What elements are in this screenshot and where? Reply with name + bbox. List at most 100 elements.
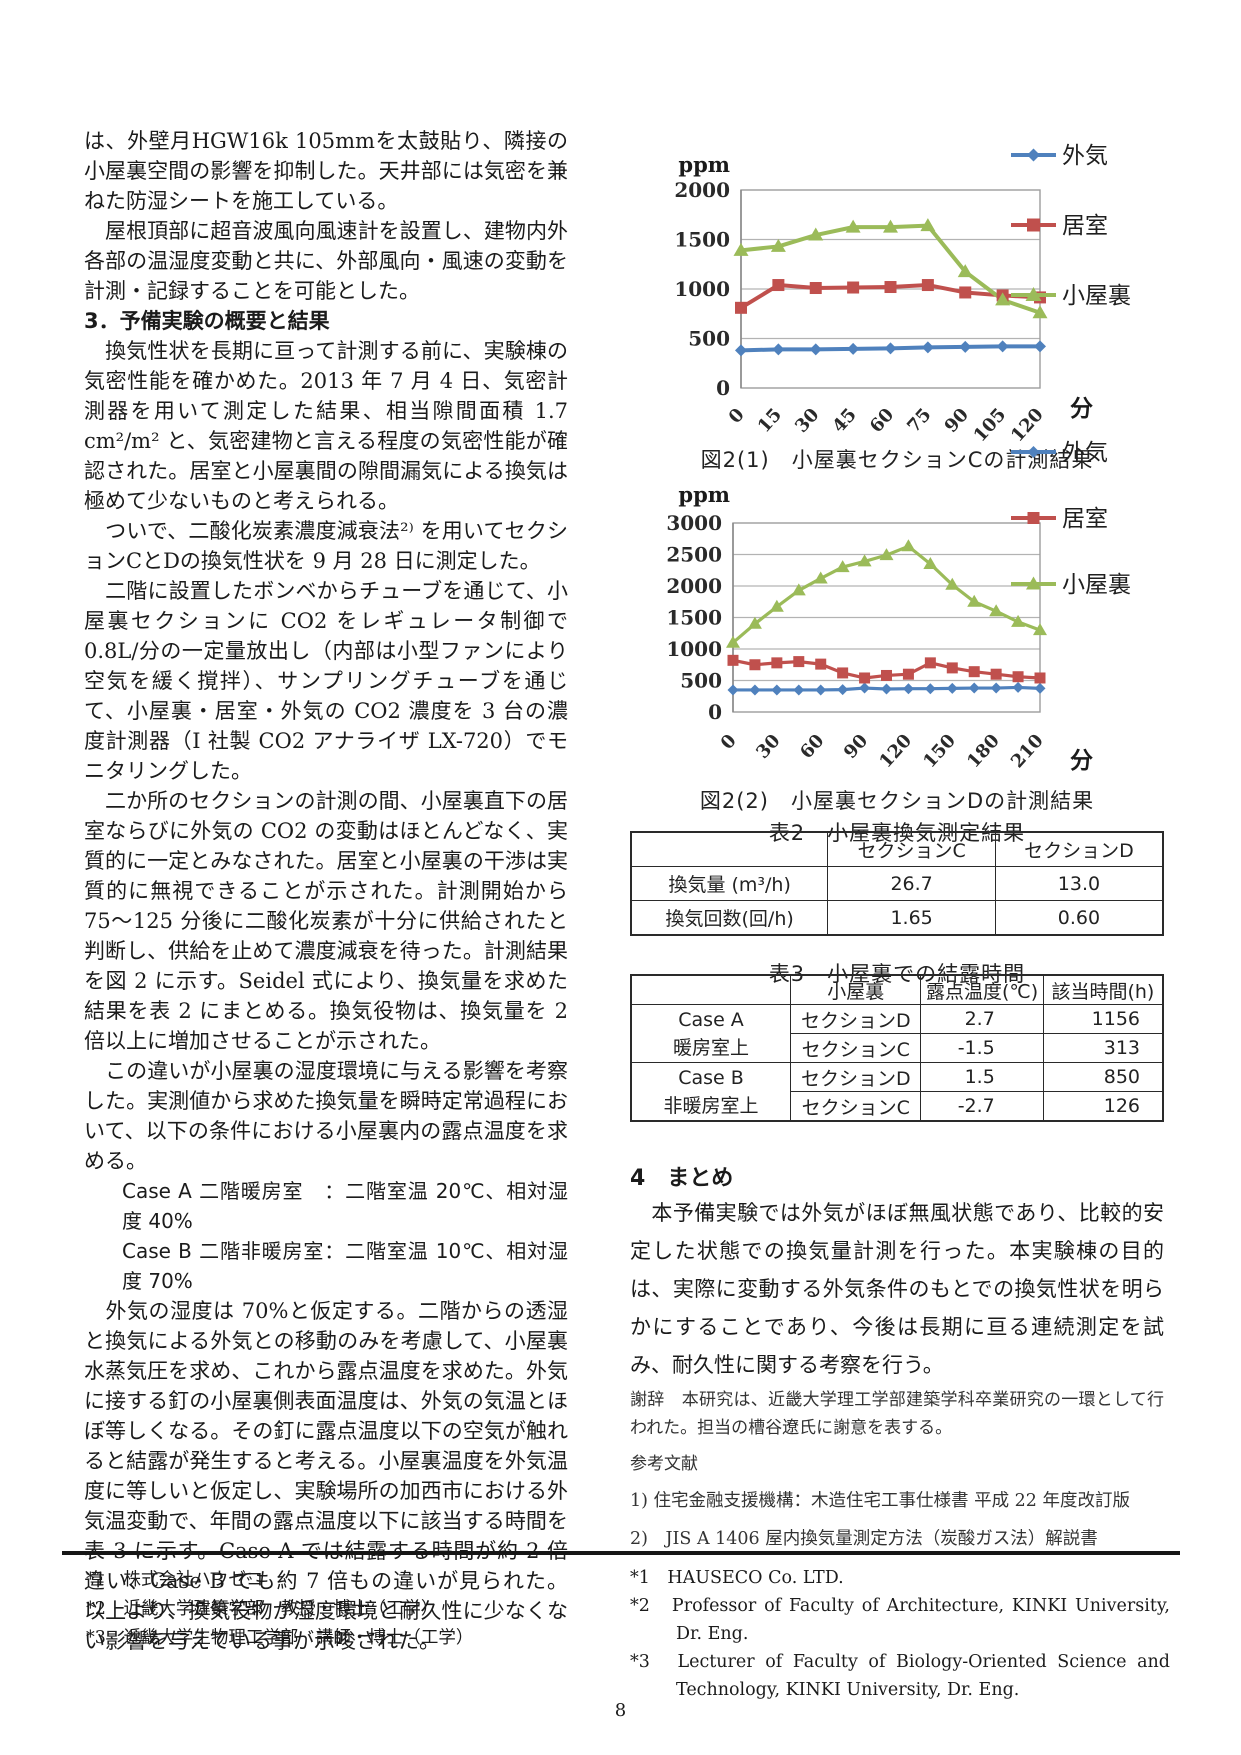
row-label: 換気量 (m³/h): [630, 866, 829, 901]
body-paragraph: 換気性状を長期に亘って計測する前に、実験棟の気密性能を確かめた。2013 年 7…: [84, 339, 568, 513]
case-group-label: Case B 非暖房室上: [630, 1062, 792, 1122]
section-cell: セクションD: [790, 1004, 922, 1034]
svg-text:30: 30: [752, 730, 784, 763]
dew-point-cell: 1.5: [920, 1062, 1044, 1092]
section-cell: セクションD: [790, 1062, 922, 1092]
dew-point-cell: 2.7: [920, 1004, 1044, 1034]
svg-text:ppm: ppm: [678, 482, 730, 507]
svg-text:500: 500: [680, 669, 722, 693]
svg-text:3000: 3000: [666, 511, 722, 535]
svg-text:1500: 1500: [674, 228, 730, 252]
body-paragraph: 屋根頂部に超音波風向風速計を設置し、建物内外各部の温湿度変動と共に、外部風向・風…: [84, 219, 568, 303]
dew-point-cell: -1.5: [920, 1033, 1044, 1063]
reference-1: 1) 住宅金融支援機構：木造住宅工事仕様書 平成 22 年度改訂版: [630, 1491, 1130, 1511]
case-b-condition: Case B 二階非暖房室：二階室温 10℃、相対湿度 70%: [122, 1239, 568, 1293]
figure-2-2-caption: 図2(2) 小屋裏セクションDの計測結果: [699, 789, 1095, 813]
svg-text:外気: 外気: [1062, 440, 1108, 466]
svg-text:60: 60: [796, 730, 828, 763]
svg-text:150: 150: [919, 730, 960, 772]
svg-text:居室: 居室: [1062, 213, 1108, 239]
section-cell: セクションC: [790, 1091, 922, 1122]
table-condensation-hours: 小屋裏 露点温度(℃) 該当時間(h) Case A 暖房室上 セクションD 2.…: [630, 974, 1164, 1122]
svg-text:2000: 2000: [674, 178, 730, 202]
svg-text:90: 90: [840, 730, 872, 763]
footnotes-japanese: *1 株式会社ハウゼコ *2 近畿大学建築学部 教授・博士（工学） *3 近畿大…: [86, 1566, 568, 1653]
svg-text:90: 90: [941, 404, 973, 437]
svg-text:500: 500: [688, 327, 730, 351]
svg-text:0: 0: [725, 404, 749, 427]
body-paragraph: は、外壁月HGW16k 105mmを太鼓貼り、隣接の小屋裏空間の影響を抑制した。…: [84, 129, 568, 213]
table-ventilation-results: セクションC セクションD 換気量 (m³/h) 26.7 13.0 換気回数(…: [630, 831, 1164, 936]
table-row: 換気量 (m³/h) 26.7 13.0: [630, 866, 1164, 901]
footnote: *3 Lecturer of Faculty of Biology-Orient…: [630, 1652, 1170, 1700]
svg-text:小屋裏: 小屋裏: [1062, 283, 1131, 309]
svg-text:180: 180: [963, 730, 1004, 772]
co2-chart-section-c: 0 500 1000 1500 2000 0 15 30 45 60 75 90 105 120 外気 居室小…: [630, 138, 1164, 446]
svg-text:45: 45: [828, 404, 860, 437]
co2-chart-section-d: 0 500 1000 1500 2000 2500 3000 0 30 60 90 120 150 180…: [630, 438, 1164, 783]
case-label: Case A: [678, 1008, 744, 1031]
section-4-heading: 4 まとめ: [630, 1166, 734, 1191]
acknowledgment: 謝辞 本研究は、近畿大学理工学部建築学科卒業研究の一環として行われた。担当の槽谷…: [630, 1390, 1164, 1438]
footnote: *1 HAUSECO Co. LTD.: [630, 1568, 844, 1588]
table-row: セクションC -2.7 126: [631, 1091, 1164, 1122]
footnote: *3 近畿大学生物理工学部 講師・博士（工学）: [86, 1628, 474, 1648]
svg-text:0: 0: [708, 700, 722, 724]
body-paragraph: この違いが小屋裏の湿度環境に与える影響を考察した。実測値から求めた換気量を瞬時定…: [84, 1059, 568, 1173]
references-heading: 参考文献: [630, 1454, 698, 1474]
hours-cell: 313: [1042, 1033, 1164, 1063]
svg-text:0: 0: [717, 730, 741, 753]
table-row: 換気回数(回/h) 1.65 0.60: [630, 900, 1164, 936]
case-label: Case B: [678, 1066, 744, 1089]
body-paragraph: 二階に設置したボンベからチューブを通じて、小屋裏セクションに CO2 をレギュレ…: [84, 579, 568, 783]
body-paragraph: 二か所のセクションの計測の間、小屋裏直下の居室ならびに外気の CO2 の変動はほ…: [84, 789, 568, 1053]
case-sublabel: 暖房室上: [673, 1036, 750, 1059]
value-cell: 1.65: [827, 900, 996, 936]
footnote: *2 近畿大学建築学部 教授・博士（工学）: [86, 1599, 439, 1619]
footnote: *2 Professor of Faculty of Architecture,…: [630, 1596, 1170, 1644]
value-cell: 26.7: [827, 866, 996, 901]
svg-text:210: 210: [1007, 730, 1048, 772]
page-number: 8: [614, 1700, 627, 1721]
footer-divider: [62, 1551, 1180, 1555]
summary-paragraph: 本予備実験では外気がほぼ無風状態であり、比較的安定した状態での換気量計測を行った…: [630, 1201, 1164, 1377]
table-row: セクションC -1.5 313: [631, 1033, 1164, 1063]
svg-text:60: 60: [866, 404, 898, 437]
svg-text:2500: 2500: [666, 543, 722, 567]
svg-text:居室: 居室: [1062, 506, 1108, 532]
table-header-cell: 露点温度(℃): [920, 974, 1044, 1005]
table-row: 小屋裏 露点温度(℃) 該当時間(h): [630, 974, 1164, 1005]
svg-text:分: 分: [1070, 748, 1093, 774]
table-header-cell: 小屋裏: [790, 974, 922, 1005]
case-sublabel: 非暖房室上: [663, 1094, 759, 1117]
table-header-cell: 該当時間(h): [1042, 974, 1164, 1005]
table-header-cell: セクションC: [827, 831, 996, 867]
hours-cell: 850: [1042, 1062, 1164, 1092]
value-cell: 13.0: [994, 866, 1164, 901]
dew-point-cell: -2.7: [920, 1091, 1044, 1122]
svg-text:1000: 1000: [666, 637, 722, 661]
svg-text:1500: 1500: [666, 606, 722, 630]
svg-text:15: 15: [754, 404, 786, 437]
svg-text:分: 分: [1070, 396, 1093, 422]
table-row: Case B 非暖房室上 セクションD 1.5 850: [630, 1062, 1164, 1122]
row-label: 換気回数(回/h): [630, 900, 829, 936]
table-row: セクションC セクションD: [630, 831, 1164, 867]
svg-text:1000: 1000: [674, 277, 730, 301]
hours-cell: 126: [1042, 1091, 1164, 1122]
table-header-cell: [630, 974, 792, 1005]
table-header-cell: セクションD: [994, 831, 1164, 867]
section-3-heading: 3．予備実験の概要と結果: [84, 309, 330, 333]
svg-text:小屋裏: 小屋裏: [1062, 572, 1131, 598]
hours-cell: 1156: [1042, 1004, 1164, 1034]
svg-text:2000: 2000: [666, 574, 722, 598]
table-row: Case A 暖房室上 セクションD 2.7 1156: [630, 1004, 1164, 1063]
svg-text:30: 30: [791, 404, 823, 437]
section-cell: セクションC: [790, 1033, 922, 1063]
svg-text:外気: 外気: [1062, 143, 1108, 169]
svg-text:75: 75: [903, 404, 935, 437]
footnotes-english: *1 HAUSECO Co. LTD. *2 Professor of Facu…: [630, 1564, 1170, 1704]
left-column: は、外壁月HGW16k 105mmを太鼓貼り、隣接の小屋裏空間の影響を抑制した。…: [84, 126, 568, 1656]
table-header-cell: [630, 831, 829, 867]
